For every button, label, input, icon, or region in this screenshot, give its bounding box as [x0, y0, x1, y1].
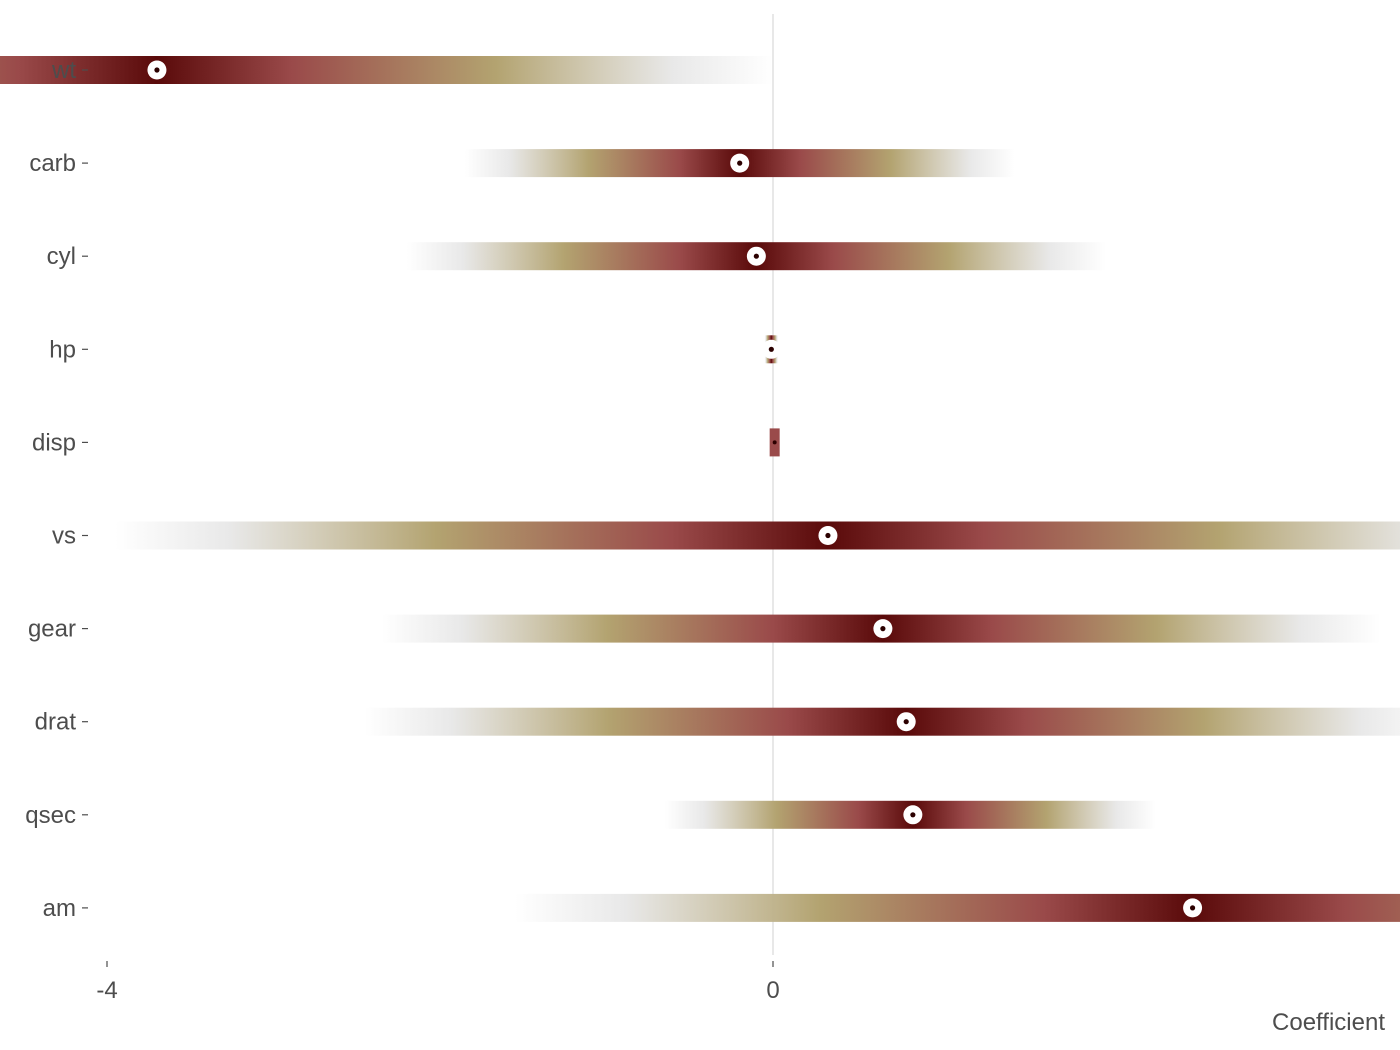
y-axis: wt carb cyl hp disp vs gear drat qsec am [25, 57, 88, 922]
estimate-point-center-wt [154, 67, 160, 73]
estimate-point-center-gear [880, 626, 886, 632]
estimate-point-center-cyl [753, 253, 759, 259]
y-tick-label-wt: wt [51, 57, 76, 84]
y-tick-label-disp: disp [32, 429, 76, 456]
y-tick-label-carb: carb [29, 150, 76, 177]
estimate-point-center-carb [737, 160, 743, 166]
interval-bar-drat [365, 707, 1400, 736]
interval-bar-wt [0, 56, 773, 84]
y-tick-label-cyl: cyl [47, 243, 76, 270]
interval-bar-vs [115, 521, 1400, 550]
y-tick-label-qsec: qsec [25, 802, 76, 829]
x-axis: -8-404 [96, 961, 780, 1004]
x-axis-title: Coefficient [1272, 1009, 1385, 1036]
estimate-point-disp [772, 440, 777, 445]
y-tick-label-hp: hp [49, 336, 76, 363]
estimate-point-center-hp [768, 346, 774, 352]
x-tick-label: 0 [766, 977, 779, 1004]
estimate-point-center-qsec [910, 812, 916, 818]
y-tick-label-vs: vs [52, 523, 76, 550]
estimate-point-center-vs [825, 532, 831, 539]
y-tick-label-drat: drat [35, 709, 77, 736]
estimate-points-layer [147, 60, 1203, 918]
estimate-point-center-drat [903, 719, 909, 725]
y-tick-label-am: am [43, 895, 76, 922]
interval-bar-am [514, 893, 1400, 922]
x-tick-label: -4 [96, 977, 117, 1004]
estimate-point-center-am [1189, 905, 1196, 911]
y-tick-label-gear: gear [28, 616, 76, 643]
interval-bars-layer [0, 56, 1400, 922]
